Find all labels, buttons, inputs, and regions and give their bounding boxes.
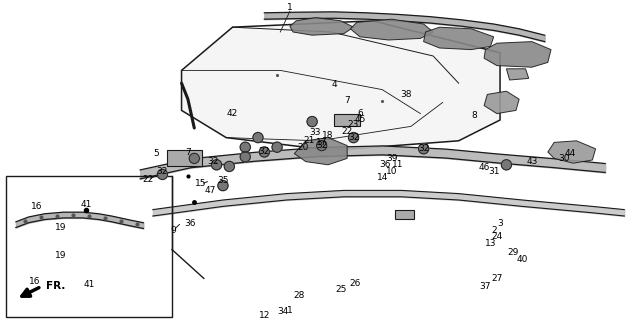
- Text: 8: 8: [471, 111, 478, 120]
- Text: 35: 35: [217, 176, 229, 185]
- Text: 24: 24: [491, 232, 503, 241]
- Text: 22: 22: [341, 127, 353, 136]
- Circle shape: [419, 144, 429, 154]
- Text: 32: 32: [259, 148, 270, 156]
- Text: 3: 3: [497, 220, 503, 228]
- Polygon shape: [424, 27, 494, 50]
- Polygon shape: [484, 42, 551, 67]
- Text: 1: 1: [287, 306, 293, 315]
- Text: 10: 10: [386, 167, 397, 176]
- Text: 11: 11: [392, 160, 404, 169]
- Text: 36: 36: [380, 160, 391, 169]
- Text: 12: 12: [259, 311, 270, 320]
- Text: 32: 32: [157, 167, 168, 176]
- Text: 45: 45: [354, 116, 366, 124]
- Text: 25: 25: [335, 285, 347, 294]
- FancyBboxPatch shape: [167, 150, 203, 166]
- Text: 44: 44: [564, 149, 576, 158]
- Text: 32: 32: [316, 141, 327, 150]
- Text: 37: 37: [480, 282, 491, 291]
- Text: 34: 34: [278, 308, 289, 316]
- Text: 13: 13: [485, 239, 496, 248]
- Text: FR.: FR.: [46, 281, 65, 292]
- Text: 39: 39: [386, 154, 397, 163]
- Text: 9: 9: [170, 226, 176, 235]
- Text: 15: 15: [195, 180, 206, 188]
- Text: 32: 32: [418, 144, 429, 153]
- Text: 32: 32: [208, 157, 219, 166]
- Polygon shape: [350, 19, 433, 40]
- Text: 16: 16: [31, 202, 43, 211]
- Circle shape: [211, 160, 222, 170]
- Circle shape: [157, 169, 168, 180]
- Text: 21: 21: [303, 136, 315, 145]
- Text: 36: 36: [184, 220, 196, 228]
- Circle shape: [259, 147, 269, 157]
- Polygon shape: [484, 91, 519, 114]
- Text: 42: 42: [227, 109, 238, 118]
- Text: 29: 29: [507, 248, 519, 257]
- Polygon shape: [182, 21, 500, 150]
- Text: 5: 5: [153, 149, 159, 158]
- Text: 43: 43: [526, 157, 538, 166]
- Text: 46: 46: [478, 164, 490, 172]
- Circle shape: [218, 180, 228, 191]
- Text: 1: 1: [287, 4, 293, 12]
- Circle shape: [253, 132, 263, 143]
- Text: 47: 47: [204, 186, 216, 195]
- Text: 19: 19: [55, 252, 66, 260]
- Polygon shape: [294, 138, 347, 165]
- Polygon shape: [506, 69, 529, 80]
- Text: 14: 14: [376, 173, 388, 182]
- Text: 17: 17: [316, 138, 327, 147]
- Text: 31: 31: [488, 167, 499, 176]
- Text: 20: 20: [297, 143, 308, 152]
- Text: 23: 23: [348, 120, 359, 129]
- FancyBboxPatch shape: [395, 210, 414, 219]
- Text: 30: 30: [558, 154, 569, 163]
- Text: 28: 28: [294, 292, 305, 300]
- Circle shape: [348, 132, 359, 143]
- Text: 7: 7: [344, 96, 350, 105]
- Text: 32: 32: [348, 133, 359, 142]
- FancyBboxPatch shape: [334, 114, 360, 126]
- Bar: [6, 176, 172, 317]
- Circle shape: [240, 152, 250, 162]
- Text: 41: 41: [80, 200, 92, 209]
- Polygon shape: [290, 18, 354, 35]
- Text: 41: 41: [83, 280, 95, 289]
- Text: 40: 40: [517, 255, 528, 264]
- Text: 27: 27: [491, 274, 503, 283]
- Text: 19: 19: [55, 223, 66, 232]
- Circle shape: [272, 142, 282, 152]
- Text: 38: 38: [401, 90, 412, 99]
- Text: 26: 26: [350, 279, 361, 288]
- Circle shape: [189, 153, 199, 164]
- Text: 2: 2: [491, 226, 496, 235]
- Circle shape: [317, 140, 327, 151]
- Text: 33: 33: [310, 128, 321, 137]
- Text: 22: 22: [142, 175, 154, 184]
- Text: 16: 16: [29, 277, 41, 286]
- Text: 6: 6: [357, 109, 363, 118]
- Circle shape: [307, 116, 317, 127]
- Text: 18: 18: [322, 132, 334, 140]
- Circle shape: [240, 142, 250, 152]
- Text: 4: 4: [332, 80, 337, 89]
- Text: 7: 7: [185, 148, 191, 157]
- Circle shape: [224, 161, 234, 172]
- Circle shape: [501, 160, 512, 170]
- Polygon shape: [548, 141, 596, 163]
